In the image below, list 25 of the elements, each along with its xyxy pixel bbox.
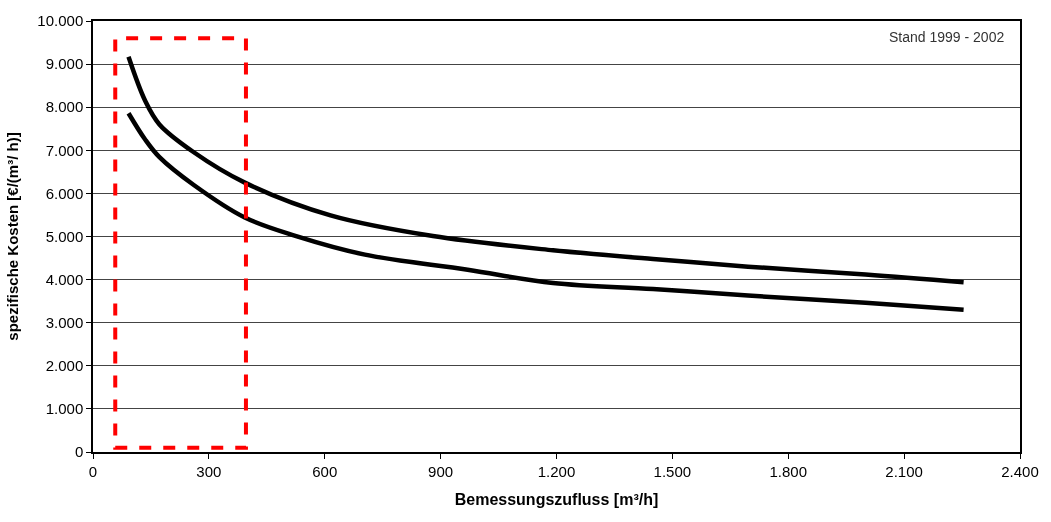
y-tick-label: 2.000: [45, 357, 84, 375]
annotation: Stand 1999 - 2002: [889, 29, 1005, 45]
x-tick-label: 600: [312, 462, 338, 480]
x-tick-label: 1.200: [537, 462, 576, 480]
y-tick-label: 5.000: [45, 227, 84, 245]
x-tick-label: 2.400: [1001, 462, 1039, 480]
y-tick-label: 4.000: [45, 270, 84, 288]
y-tick-label: 0: [74, 443, 84, 461]
x-tick-label: 300: [196, 462, 222, 480]
y-axis-title: spezifische Kosten [€/(m³/ h)]: [4, 132, 22, 341]
line-series: [126, 110, 966, 313]
x-axis-title: Bemessungszufluss [m³/h]: [454, 490, 659, 508]
y-tick-label: 9.000: [45, 55, 84, 73]
y-tick-label: 6.000: [45, 184, 84, 202]
x-tick-label: 0: [88, 462, 98, 480]
y-tick-label: 8.000: [45, 98, 84, 116]
y-tick-label: 1.000: [45, 400, 84, 418]
y-tick-label: 7.000: [45, 141, 84, 159]
y-tick-label: 3.000: [45, 313, 84, 331]
x-tick-label: 2.100: [885, 462, 923, 480]
x-tick-label: 1.800: [769, 462, 808, 480]
line-series: [126, 54, 966, 285]
x-tick-label: 1.500: [653, 462, 692, 480]
x-tick-label: 900: [428, 462, 454, 480]
y-tick-label: 10.000: [37, 12, 84, 30]
